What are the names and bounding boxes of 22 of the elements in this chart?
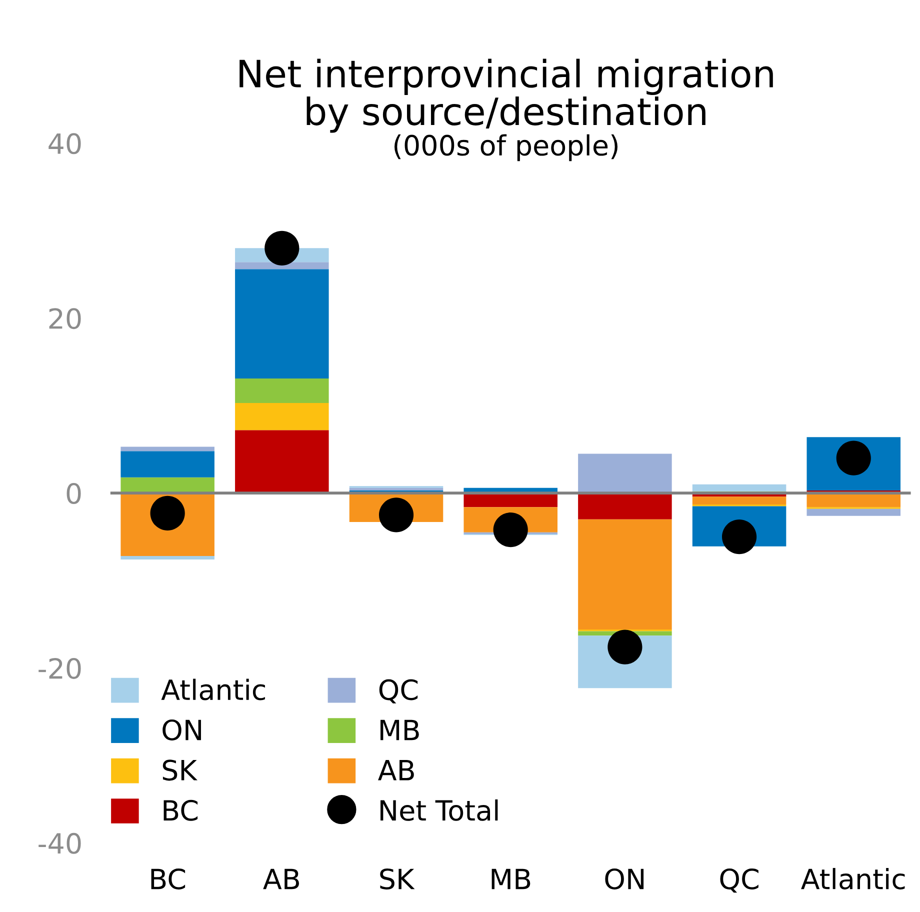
x-tick-label: Atlantic xyxy=(801,868,905,890)
y-tick-label: 0 xyxy=(66,483,81,504)
x-tick-label: BC xyxy=(151,868,186,890)
x-tick-label: ON xyxy=(605,868,644,890)
legend-label: SK xyxy=(162,760,198,781)
x-tick-label: SK xyxy=(380,868,415,890)
y-tick-label: 20 xyxy=(49,308,81,330)
x-tick-label: AB xyxy=(263,868,299,890)
legend-label: ON xyxy=(162,719,201,740)
legend-label: AB xyxy=(378,760,414,780)
y-tick-label: -20 xyxy=(38,658,81,679)
y-tick-label: -40 xyxy=(38,832,81,854)
x-tick-label: QC xyxy=(720,868,758,893)
y-tick-label: 40 xyxy=(48,133,81,154)
legend-label: MB xyxy=(380,720,419,740)
chart-subtitle: (000s of people) xyxy=(394,134,618,162)
chart-title: Net interprovincial migration by source/destination xyxy=(240,58,773,133)
legend-label: Net Total xyxy=(380,799,498,821)
legend-label: BC xyxy=(164,800,198,821)
legend-label: QC xyxy=(379,679,418,704)
x-tick-label: MB xyxy=(492,868,530,890)
legend-label: Atlantic xyxy=(161,678,265,700)
